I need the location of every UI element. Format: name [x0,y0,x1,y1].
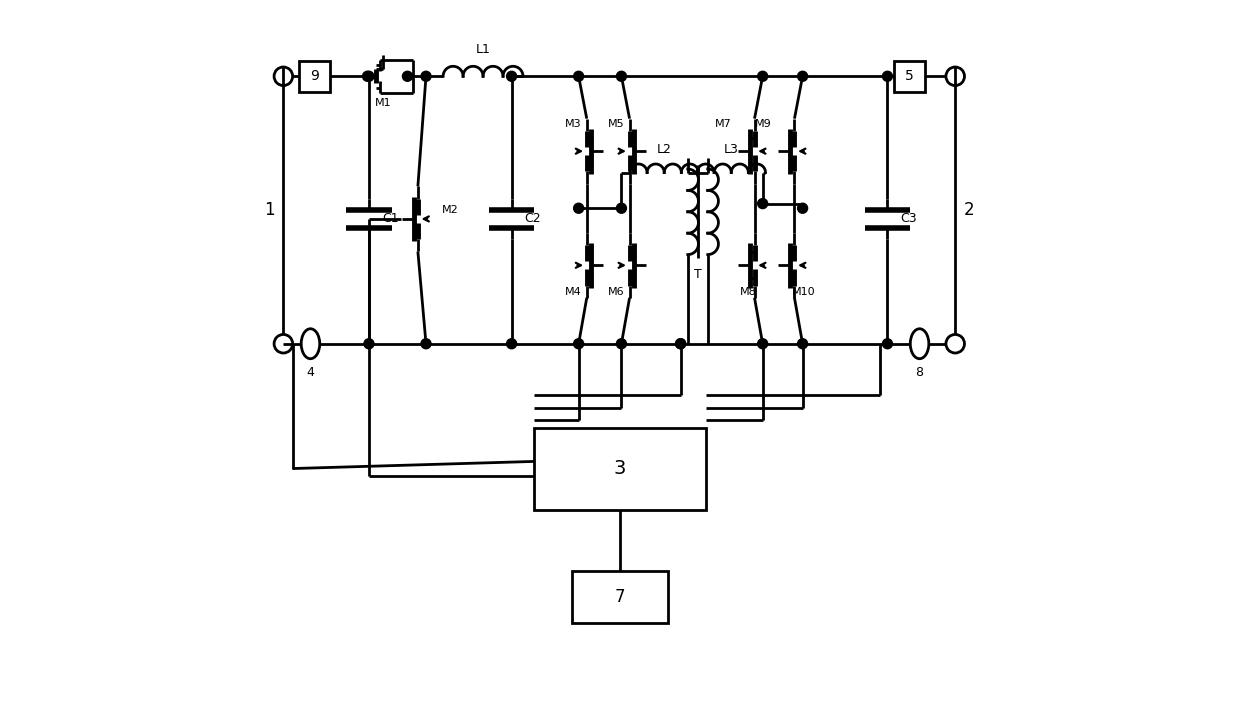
Bar [299,61,330,92]
Text: M4: M4 [564,287,582,297]
Circle shape [797,339,807,349]
Text: M5: M5 [608,119,624,129]
Text: M8: M8 [740,287,756,297]
Circle shape [507,72,517,82]
Circle shape [616,72,626,82]
Circle shape [422,339,432,349]
Circle shape [616,339,626,349]
Circle shape [507,339,517,349]
Circle shape [403,72,413,82]
Text: M10: M10 [792,287,816,297]
Text: 7: 7 [615,588,625,606]
Circle shape [758,198,768,208]
Circle shape [883,72,893,82]
Bar [534,427,706,510]
Circle shape [616,203,626,213]
Circle shape [758,72,768,82]
Text: 5: 5 [905,69,914,83]
Circle shape [574,72,584,82]
Text: C2: C2 [525,213,542,226]
Circle shape [362,72,372,82]
Text: T: T [694,268,702,281]
Ellipse shape [910,329,929,359]
Text: M1: M1 [374,98,392,108]
Text: M6: M6 [608,287,624,297]
Text: L2: L2 [657,143,672,156]
Text: 3: 3 [614,459,626,478]
Circle shape [422,72,432,82]
Text: L1: L1 [476,43,491,56]
Circle shape [676,339,686,349]
Circle shape [797,203,807,213]
Circle shape [883,339,893,349]
Text: M7: M7 [715,119,732,129]
Bar [572,571,668,623]
Text: 9: 9 [310,69,319,83]
Text: 1: 1 [264,201,275,219]
Circle shape [676,339,686,349]
Text: 4: 4 [306,366,315,379]
Bar [894,61,925,92]
Text: C1: C1 [382,213,398,226]
Text: L3: L3 [724,143,739,156]
Text: M9: M9 [755,119,771,129]
Circle shape [574,203,584,213]
Text: C3: C3 [900,213,918,226]
Circle shape [758,339,768,349]
Circle shape [365,72,374,82]
Circle shape [365,339,374,349]
Ellipse shape [301,329,320,359]
Text: 2: 2 [963,201,975,219]
Text: M3: M3 [564,119,582,129]
Circle shape [574,339,584,349]
Text: 8: 8 [915,366,924,379]
Circle shape [797,72,807,82]
Text: M2: M2 [441,205,459,216]
